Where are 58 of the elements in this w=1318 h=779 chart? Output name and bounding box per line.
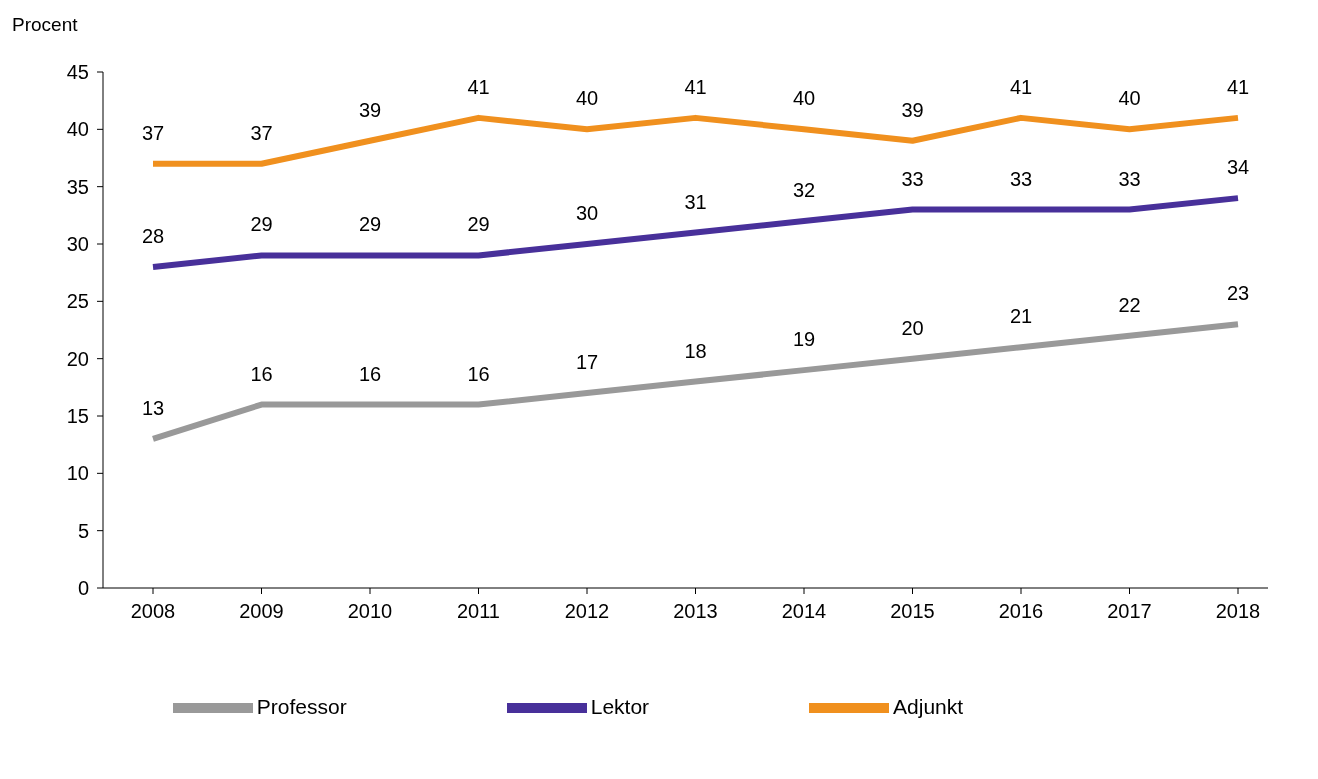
legend-label: Lektor [590, 694, 650, 718]
data-label: 41 [467, 75, 490, 98]
data-label: 23 [1226, 282, 1250, 305]
data-label: 33 [901, 167, 924, 190]
x-tick-label: 2010 [347, 600, 393, 623]
data-label: 31 [684, 190, 707, 213]
data-label: 39 [901, 98, 924, 121]
data-label: 21 [1009, 305, 1033, 328]
data-label: 29 [467, 213, 490, 236]
data-label: 29 [358, 213, 382, 236]
x-tick-label: 2012 [564, 600, 610, 623]
x-tick-label: 2014 [781, 600, 827, 623]
data-label: 40 [792, 87, 816, 110]
x-tick-label: 2013 [673, 600, 718, 623]
y-tick-label: 0 [77, 577, 89, 600]
y-axis-title: Procent [12, 14, 78, 36]
data-label: 40 [1118, 87, 1141, 110]
x-tick-label: 2009 [239, 600, 284, 623]
x-tick-label: 2015 [890, 600, 935, 623]
y-tick-label: 10 [66, 462, 89, 485]
x-tick-label: 2017 [1107, 600, 1152, 623]
data-label: 16 [250, 362, 273, 385]
y-tick-label: 20 [66, 347, 89, 370]
x-tick-label: 2018 [1215, 600, 1261, 623]
data-label: 29 [250, 213, 273, 236]
data-label: 16 [358, 362, 382, 385]
data-label: 41 [1009, 75, 1033, 98]
x-tick-label: 2011 [456, 600, 501, 623]
data-label: 33 [1009, 167, 1033, 190]
data-label: 16 [467, 362, 490, 385]
y-tick-label: 45 [66, 61, 89, 84]
data-label: 18 [684, 339, 707, 362]
data-label: 17 [575, 351, 599, 374]
y-tick-label: 5 [77, 519, 89, 542]
y-tick-label: 40 [66, 118, 89, 141]
data-label: 30 [575, 202, 599, 224]
data-label: 13 [141, 396, 165, 419]
data-label: 37 [250, 121, 273, 144]
x-tick-label: 2016 [998, 600, 1044, 623]
legend-label: Adjunkt [893, 694, 964, 718]
data-label: 32 [792, 179, 816, 202]
legend-label: Professor [256, 694, 347, 718]
data-label: 28 [141, 224, 165, 247]
data-label: 33 [1118, 167, 1141, 190]
y-tick-label: 35 [66, 175, 89, 198]
y-tick-label: 30 [66, 233, 89, 256]
y-tick-label: 15 [66, 405, 89, 428]
data-label: 39 [358, 98, 382, 121]
data-label: 22 [1118, 293, 1141, 316]
x-tick-label: 2008 [130, 600, 176, 623]
data-label: 34 [1226, 156, 1250, 179]
data-label: 40 [575, 87, 599, 110]
data-label: 19 [792, 328, 816, 351]
data-label: 41 [1226, 75, 1250, 98]
y-tick-label: 25 [66, 290, 89, 313]
data-label: 37 [141, 121, 165, 144]
data-label: 20 [901, 316, 924, 339]
data-label: 41 [684, 75, 707, 98]
